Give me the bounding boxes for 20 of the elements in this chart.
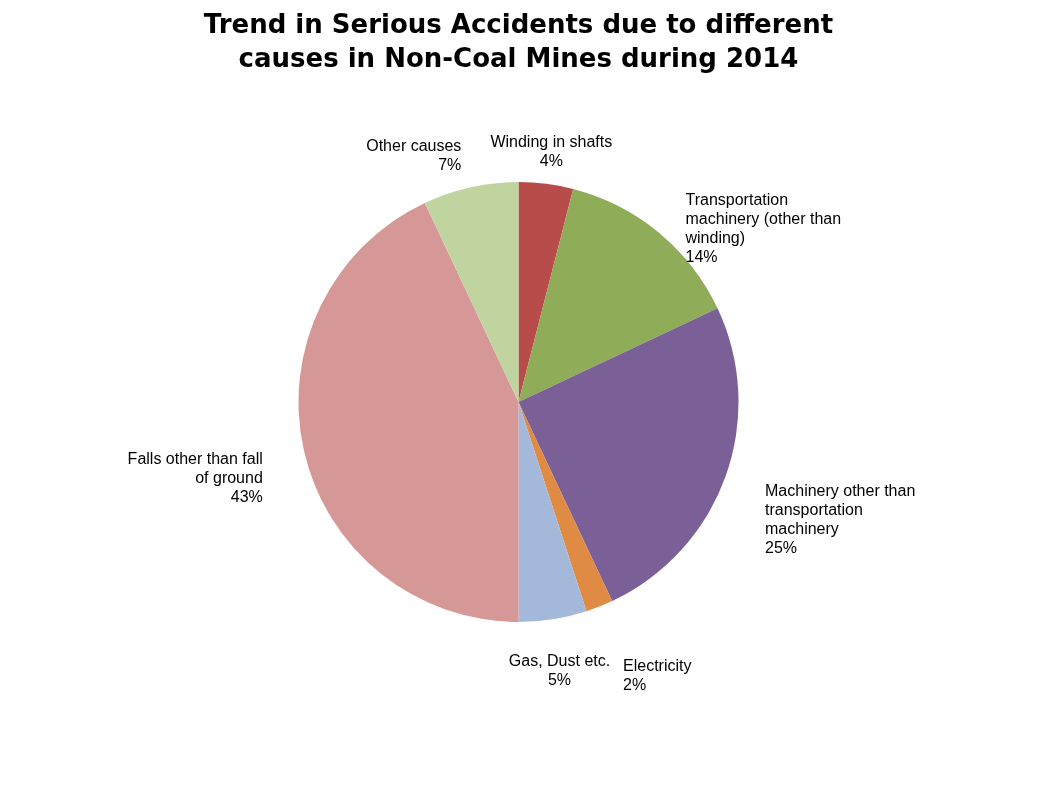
pie-slice [518, 308, 739, 602]
data-label: 43% [230, 488, 263, 506]
slice-label: Falls other than fall of ground [127, 450, 263, 487]
data-label: 7% [438, 156, 462, 174]
slice-label: Other causes [366, 137, 462, 155]
data-label: 5% [547, 670, 572, 688]
pie-slice [518, 402, 587, 622]
pie-slice [424, 182, 519, 402]
chart-title: Trend in Serious Accidents due to different causes in Non-Coal Mines during 2014 [203, 9, 834, 73]
slice-label: Electricity [623, 657, 692, 675]
slice-label: Transportation machinery (other than winding) [684, 191, 842, 247]
slice-label: Machinery other than transportation machinery [765, 481, 916, 537]
data-label: 14% [685, 248, 718, 266]
data-label: 4% [539, 152, 563, 170]
slice-label: Winding in shafts [490, 133, 613, 151]
data-label: 2% [623, 676, 647, 694]
pie-slice [298, 202, 519, 622]
slice-label: Gas, Dust etc. [508, 651, 611, 669]
pie-slice [518, 402, 613, 612]
data-label: 25% [765, 538, 798, 556]
